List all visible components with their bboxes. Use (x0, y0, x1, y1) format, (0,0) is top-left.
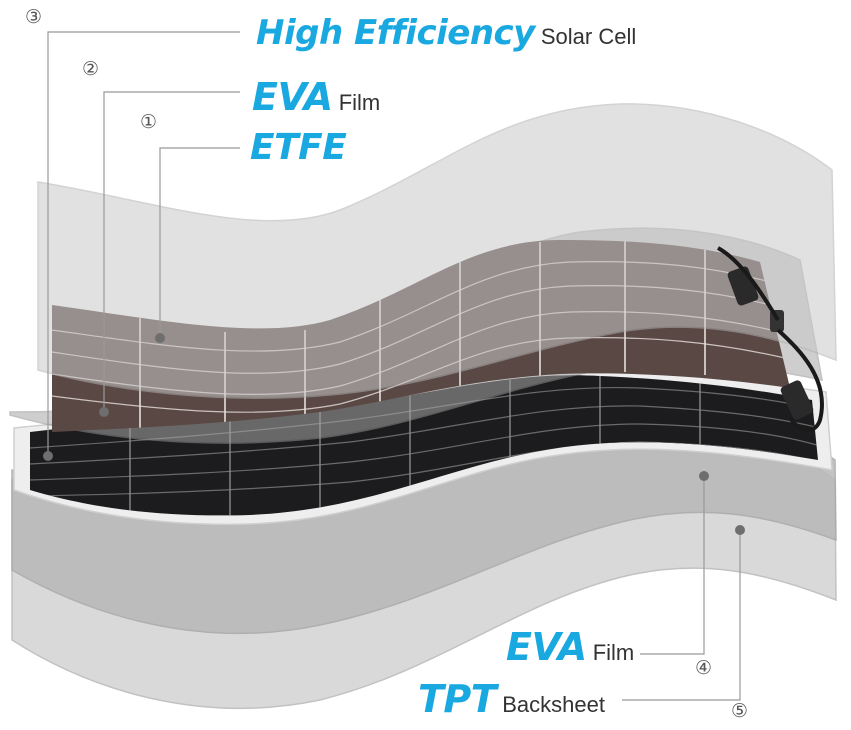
layer-3-label: High Efficiency Solar Cell (256, 16, 636, 50)
layer-3-title: High Efficiency (256, 13, 535, 53)
etfe-top-layer (37, 103, 837, 399)
layer-5-subtitle: Backsheet (502, 692, 605, 717)
layer-4-number: ④ (695, 657, 713, 679)
layer-5-label: TPT Backsheet (418, 680, 605, 718)
layer-4-label: EVA Film (506, 628, 634, 666)
anchor-dots (43, 333, 745, 535)
layer-5-number: ⑤ (731, 700, 749, 722)
layer-1-number: ① (140, 111, 158, 133)
layer-4-title: EVA (506, 625, 587, 669)
layer-2-subtitle: Film (338, 90, 381, 115)
layer-3-subtitle: Solar Cell (540, 24, 637, 49)
layer-5-title: TPT (418, 677, 497, 721)
layer-1-label: ETFE (250, 127, 347, 168)
junction-box-icon (716, 246, 784, 332)
layer-2-number: ② (82, 58, 100, 80)
leader-lines (47, 31, 741, 701)
layer-1-title: ETFE (250, 127, 347, 168)
layer-2-title: EVA (252, 75, 333, 119)
layer-3-number: ③ (25, 6, 43, 28)
layer-2-label: EVA Film (252, 78, 380, 116)
layer-4-subtitle: Film (592, 640, 635, 665)
cable-connector-icon (776, 328, 824, 432)
